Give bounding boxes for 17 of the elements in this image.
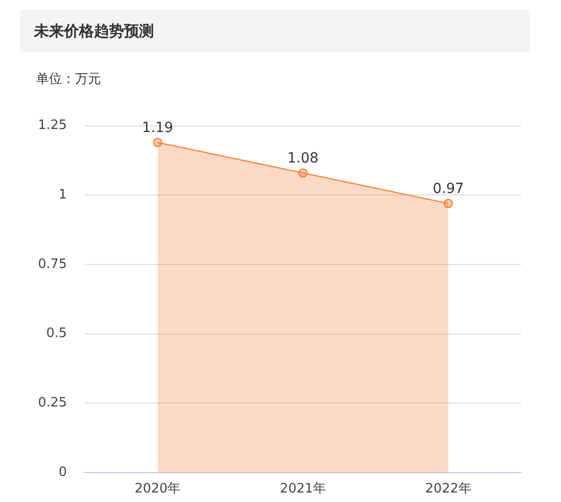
point bbox=[298, 168, 308, 178]
y-tick-label: 0 bbox=[58, 464, 67, 480]
data-label: 1.19 bbox=[142, 120, 174, 136]
y-tick-label: 0.75 bbox=[38, 256, 67, 272]
y-tick-label: 0.5 bbox=[46, 326, 67, 342]
chart-title: 未来价格趋势预测 bbox=[20, 10, 530, 52]
chart-subtitle: 单位：万元 bbox=[36, 71, 101, 88]
x-tick-label: 2022年 bbox=[425, 482, 472, 497]
data-label: 1.08 bbox=[287, 150, 319, 167]
y-tick-label: 0.25 bbox=[38, 395, 67, 410]
y-tick-label: 1.25 bbox=[38, 118, 67, 134]
y-tick-label: 1 bbox=[58, 187, 67, 202]
x-tick-label: 2020年 bbox=[134, 482, 181, 497]
point bbox=[444, 198, 453, 208]
point bbox=[153, 138, 162, 148]
data-label: 0.97 bbox=[432, 181, 464, 198]
x-tick-label: 2021年 bbox=[280, 482, 326, 497]
